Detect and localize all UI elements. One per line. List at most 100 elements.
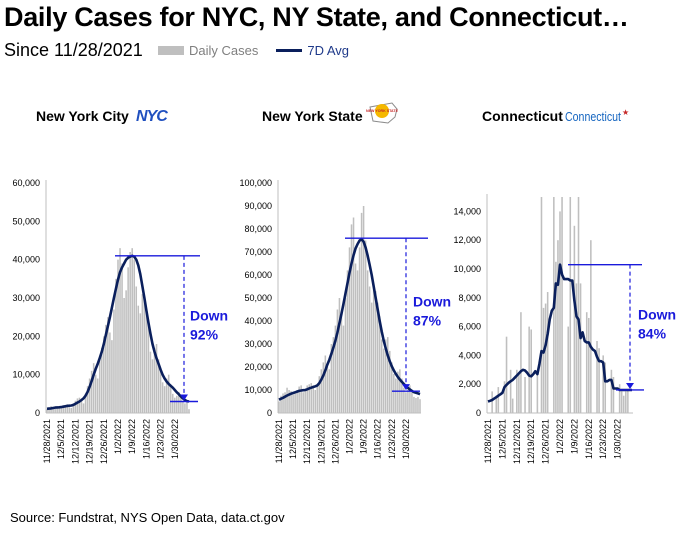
panel2-bar xyxy=(348,247,351,413)
panel1-bar xyxy=(86,386,89,413)
panel3-bar xyxy=(518,374,520,413)
panel2-x-tick-label: 12/19/2021 xyxy=(316,419,326,464)
panel3-y-tick-label: 14,000 xyxy=(453,206,481,216)
panel1-x-tick-label: 1/2/2022 xyxy=(113,419,123,454)
panel1-bar xyxy=(176,395,178,413)
panel1-bar xyxy=(159,370,162,413)
panel2-y-tick-label: 100,000 xyxy=(239,178,272,188)
panel1-bar xyxy=(58,406,60,413)
panel1-bar xyxy=(127,267,129,413)
panel2-bar xyxy=(306,385,308,413)
panel1-bar xyxy=(46,409,48,413)
panel2-y-tick-label: 40,000 xyxy=(244,316,272,326)
panel3-bar xyxy=(557,240,559,413)
panel3-bar xyxy=(503,381,506,413)
panel2-bar xyxy=(314,390,317,413)
panel1-bar xyxy=(139,313,142,413)
panel2-annotation-pct: 87% xyxy=(413,313,442,329)
panel2-bar xyxy=(288,390,290,413)
panel2-bar xyxy=(330,344,333,413)
panel1-bar xyxy=(82,403,85,413)
panel1-bar xyxy=(78,397,81,413)
panel1-x-tick-label: 12/5/2021 xyxy=(56,419,66,459)
panel2-bar xyxy=(411,392,413,413)
panel1-bar xyxy=(129,252,131,413)
panel2-x-tick-label: 1/30/2022 xyxy=(401,419,411,459)
panel3-bar xyxy=(491,391,493,413)
panel3-bar xyxy=(567,326,570,413)
panel1-bar xyxy=(119,248,121,413)
panel3-bar xyxy=(561,197,563,413)
panel2-bar xyxy=(296,390,298,413)
panel2-bar xyxy=(310,383,312,413)
panel1-bar xyxy=(60,406,62,413)
panel3-bar xyxy=(577,197,580,413)
panel2-bar xyxy=(278,401,280,413)
panel3-bar xyxy=(622,395,625,413)
panel2-y-tick-label: 80,000 xyxy=(244,224,272,234)
panel1-y-tick-label: 10,000 xyxy=(12,370,40,380)
panel2-y-tick-label: 0 xyxy=(267,408,272,418)
panel1-bar xyxy=(68,407,71,413)
panel3-y-tick-label: 12,000 xyxy=(453,235,481,245)
panel2-bar xyxy=(346,270,349,413)
panel3-bar xyxy=(524,377,526,413)
panel2-bar xyxy=(413,396,415,413)
panel1-bar xyxy=(52,408,54,413)
panel2-bar xyxy=(395,378,397,413)
panel2-bar xyxy=(352,217,355,413)
panel2-bar xyxy=(397,371,399,413)
panel2-bar xyxy=(360,212,363,413)
panel3-bar xyxy=(612,377,615,413)
panel2-bar xyxy=(328,369,331,413)
panel3-bar xyxy=(530,329,532,413)
panel2-bar xyxy=(364,240,367,413)
page-title: Daily Cases for NYC, NY State, and Conne… xyxy=(4,2,629,32)
panel2-bar xyxy=(320,369,323,413)
panel2-bar xyxy=(356,270,359,413)
panel2-y-tick-label: 10,000 xyxy=(244,385,272,395)
panel1-y-tick-label: 0 xyxy=(35,408,40,418)
panel1-arrow-icon xyxy=(180,394,188,401)
panel1-bar xyxy=(165,378,168,413)
panel1-bar xyxy=(105,324,107,413)
panel3-bar xyxy=(497,387,500,413)
panel2-y-tick-label: 50,000 xyxy=(244,293,272,303)
panel1-x-tick-label: 1/16/2022 xyxy=(141,419,151,459)
panel3-bar xyxy=(520,312,522,413)
panel2-x-tick-label: 1/2/2022 xyxy=(345,419,355,454)
panel2-bar xyxy=(336,309,339,413)
panel2-y-tick-label: 90,000 xyxy=(244,201,272,211)
panel3-avg-line xyxy=(487,263,632,403)
panel3-y-tick-label: 4,000 xyxy=(458,350,481,360)
panel3-x-tick-label: 11/28/2021 xyxy=(483,419,493,463)
panel1-bar xyxy=(184,403,186,413)
panel3-bar xyxy=(536,374,539,413)
panel1-bar xyxy=(178,391,180,413)
panel3-bar xyxy=(627,389,629,413)
panel3-bar xyxy=(620,391,623,413)
panel1-y-tick-label: 60,000 xyxy=(12,178,40,188)
panel2-bar xyxy=(419,399,421,413)
panel1-bar xyxy=(143,298,146,413)
panel1-bar xyxy=(151,359,154,413)
panel3-y-tick-label: 6,000 xyxy=(458,322,481,332)
panel1-bar xyxy=(133,259,135,413)
panel2-bar xyxy=(302,392,304,413)
panel3-bar xyxy=(559,211,561,413)
panel1-y-tick-label: 30,000 xyxy=(12,293,40,303)
panel3-bar xyxy=(596,341,598,413)
panel1-bar xyxy=(135,286,138,413)
panel2-bar xyxy=(322,362,325,413)
panel3-bar xyxy=(602,355,604,413)
panel2-avg-line xyxy=(278,238,421,401)
panel2-bar xyxy=(376,302,379,413)
panel2-bar xyxy=(370,302,373,413)
panel1-bar xyxy=(161,382,164,413)
panel1-bar xyxy=(54,408,56,413)
panel2-bar xyxy=(280,395,282,413)
panel1-bar xyxy=(72,403,75,413)
panel3-x-tick-label: 12/19/2021 xyxy=(526,419,536,464)
panel2-bar xyxy=(298,386,300,413)
panel2-bar xyxy=(316,385,319,413)
